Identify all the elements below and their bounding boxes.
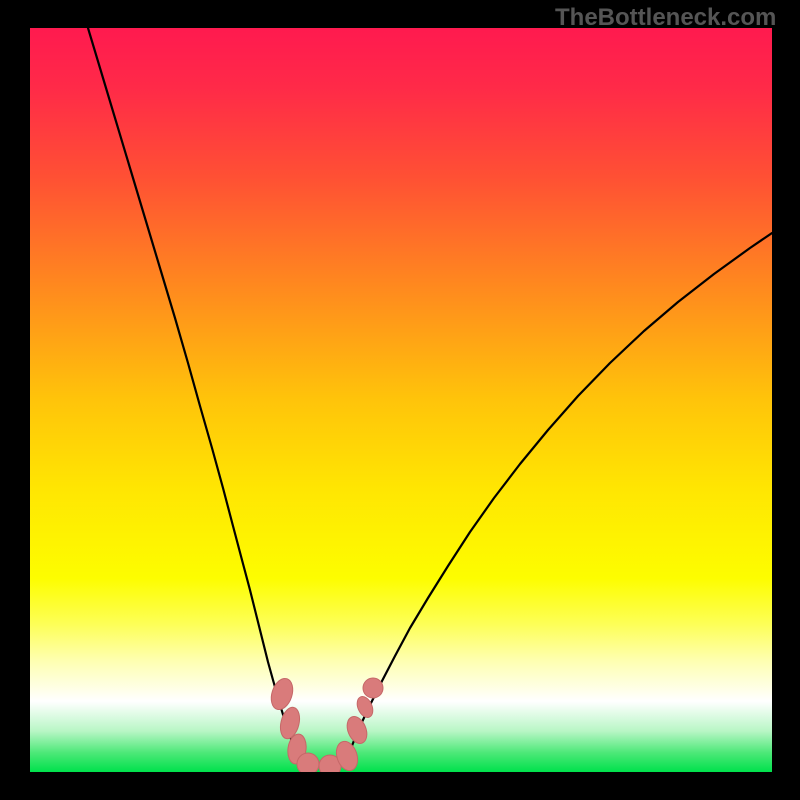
curve-left: [88, 28, 300, 766]
marker-point: [363, 678, 383, 698]
marker-point: [297, 753, 319, 772]
curve-right: [344, 233, 772, 766]
marker-point: [268, 676, 297, 713]
plot-area: [30, 28, 772, 772]
watermark-text: TheBottleneck.com: [555, 4, 776, 32]
marker-group: [268, 676, 383, 772]
chart-container: TheBottleneck.com: [0, 0, 800, 800]
curves-layer: [30, 28, 772, 772]
